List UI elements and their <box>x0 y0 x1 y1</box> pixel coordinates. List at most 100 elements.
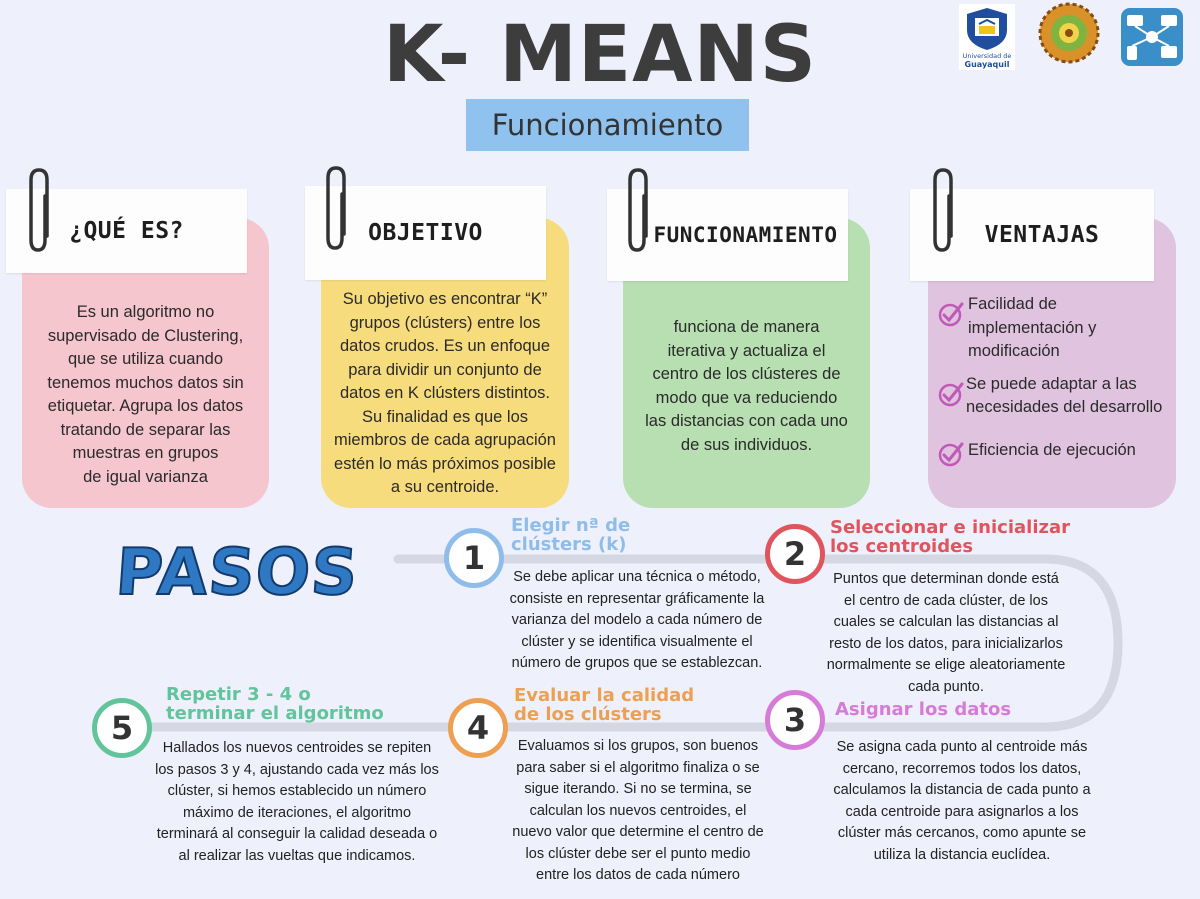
text-line: para dividir un conjunto de <box>348 360 542 379</box>
text-line: el centro de cada clúster, de los <box>844 592 1048 609</box>
ventaja-item: Se puede adaptar a las necesidades del d… <box>938 373 1174 420</box>
text-line: Asignar los datos <box>835 699 1012 720</box>
text-line: tenemos muchos datos sin <box>47 373 244 392</box>
faculty-logo <box>1037 2 1101 64</box>
text-line: para saber si el algoritmo finaliza o se <box>516 759 760 776</box>
university-crest-icon: Universidad de Guayaquil <box>959 4 1015 70</box>
text-line: modo que va reduciendo <box>655 388 838 407</box>
step-2-title: Seleccionar e inicializar los centroides <box>830 518 1070 556</box>
text-line: de sus individuos. <box>680 435 813 454</box>
text-line: terminar el algoritmo <box>166 703 384 724</box>
text-line: las distancias con cada uno <box>645 412 848 430</box>
text-line: muestras en grupos <box>72 444 219 462</box>
text-line: cada centroide para asignarlos a los <box>845 803 1079 820</box>
text-line: Facilidad de <box>968 295 1057 313</box>
step-1-title: Elegir nª de clústers (k) <box>511 516 630 554</box>
text-line: datos crudos. Es un enfoque <box>339 337 551 355</box>
text-line: supervisado de Clustering, <box>47 326 244 345</box>
logo-text-line2: Guayaquil <box>965 60 1010 69</box>
text-line: etiquetar. Agrupa los datos <box>47 397 244 415</box>
text-line: Eficiencia de ejecución <box>968 440 1136 459</box>
text-line: datos en K clústers distintos. <box>339 384 551 402</box>
card-ventajas-body: Facilidad de implementación y modificaci… <box>938 293 1174 467</box>
text-line: grupos (clústers) entre los <box>349 313 541 332</box>
text-line: calculamos la distancia de cada punto a <box>833 782 1091 798</box>
text-line: Hallados los nuevos centroides se repite… <box>162 740 432 756</box>
text-line: Evaluar la calidad <box>514 685 695 706</box>
text-line: Se puede adaptar a las <box>966 374 1137 393</box>
step-5-circle: 5 <box>92 698 152 758</box>
text-line: entre los datos de cada número <box>536 867 740 883</box>
text-line: Evaluamos si los grupos, son buenos <box>517 738 759 754</box>
card-heading-text: VENTAJAS <box>984 222 1100 248</box>
text-line: de los clústers <box>514 704 662 725</box>
paperclip-icon <box>933 168 953 252</box>
text-line: de igual varianza <box>83 467 208 486</box>
text-line: normalmente se elige aleatoriamente <box>826 657 1066 673</box>
faculty-seal-icon <box>1038 2 1100 64</box>
text-line: al realizar las vueltas que indicamos. <box>178 847 416 864</box>
text-line: Puntos que determinan donde está <box>833 571 1059 587</box>
text-line: clúster, si hemos establecido un número <box>167 783 427 799</box>
text-line: centro de los clústeres de <box>652 365 841 383</box>
card-que-es-body: Es un algoritmo no supervisado de Cluste… <box>24 301 267 489</box>
text-line: Su finalidad es que los <box>361 407 529 426</box>
logo-text-line1: Universidad de <box>963 52 1012 60</box>
text-line: modificación <box>968 342 1060 360</box>
step-5-title: Repetir 3 - 4 o terminar el algoritmo <box>166 685 384 723</box>
step-2-circle: 2 <box>765 524 825 584</box>
check-circle-icon <box>938 442 964 466</box>
text-line: sigue iterando. Si no se termina, se <box>524 781 752 797</box>
step-1-text: Se debe aplicar una técnica o método, co… <box>497 567 777 675</box>
step-4-circle: 4 <box>448 698 508 758</box>
card-funcionamiento-body: funciona de manera iterativa y actualiza… <box>625 316 868 457</box>
step-1-circle: 1 <box>444 528 504 588</box>
text-line: estén lo más próximos posible <box>334 454 556 473</box>
text-line: tratando de separar las <box>60 420 231 439</box>
ventaja-item: Eficiencia de ejecución <box>938 439 1174 467</box>
card-heading-text: ¿QUÉ ES? <box>69 218 184 244</box>
text-line: los centroides <box>830 536 974 557</box>
text-line: resto de los datos, para inicializarlos <box>829 635 1063 652</box>
step-4-text: Evaluamos si los grupos, son buenos para… <box>490 736 786 887</box>
text-line: cuales se calculan las distancias al <box>833 614 1059 630</box>
text-line: cercano, recorremos todos los datos, <box>842 760 1082 777</box>
step-4-title: Evaluar la calidad de los clústers <box>514 686 694 724</box>
step-number: 1 <box>462 539 486 577</box>
text-line: miembros de cada agrupación <box>334 431 556 449</box>
step-5-text: Hallados los nuevos centroides se repite… <box>136 738 458 867</box>
step-number: 4 <box>466 709 490 747</box>
step-3-text: Se asigna cada punto al centroide más ce… <box>816 737 1108 866</box>
text-line: necesidades del desarrollo <box>966 398 1163 416</box>
text-line: número de grupos que se establezcan. <box>511 655 763 671</box>
step-number: 5 <box>110 709 134 747</box>
text-line: calculan los nuevos centroides, el <box>529 802 747 819</box>
text-line: Se asigna cada punto al centroide más <box>836 739 1088 755</box>
text-line: Repetir 3 - 4 o <box>166 684 311 705</box>
subtitle-text: Funcionamiento <box>491 108 724 142</box>
text-line: clúster más cercanos, como apunte se <box>837 825 1087 841</box>
text-line: cada punto. <box>908 678 984 695</box>
card-heading-text: FUNCIONAMIENTO <box>653 223 838 247</box>
text-line: los pasos 3 y 4, ajustando cada vez más … <box>155 761 439 778</box>
network-devices-icon <box>1121 8 1183 66</box>
text-line: varianza del modelo a cada número de <box>511 612 763 628</box>
paperclip-icon <box>628 168 648 252</box>
text-line: Se debe aplicar una técnica o método, <box>513 569 761 585</box>
network-logo <box>1121 8 1183 66</box>
text-line: clúster y se identifica visualmente el <box>521 633 753 650</box>
text-line: funciona de manera <box>673 318 820 336</box>
text-line: terminará al conseguir la calidad desead… <box>156 826 438 842</box>
text-line: que se utiliza cuando <box>67 350 224 368</box>
page-title: K- MEANS <box>383 10 817 100</box>
check-circle-icon <box>938 382 964 406</box>
text-line: clústers (k) <box>511 534 627 555</box>
text-line: Es un algoritmo no <box>76 303 215 321</box>
step-3-title: Asignar los datos <box>835 700 1011 719</box>
step-2-text: Puntos que determinan donde está el cent… <box>815 569 1077 698</box>
text-line: iterativa y actualiza el <box>667 341 826 360</box>
ventaja-item: Facilidad de implementación y modificaci… <box>938 293 1174 364</box>
text-line: Su objetivo es encontrar “K” <box>342 290 548 308</box>
check-circle-icon <box>938 302 964 327</box>
text-line: implementación y <box>968 318 1097 337</box>
